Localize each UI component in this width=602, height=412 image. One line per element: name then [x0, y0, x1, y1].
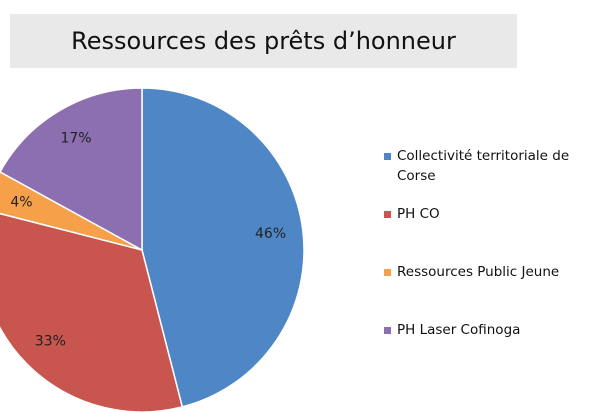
legend-item: Ressources Public Jeune: [384, 262, 599, 282]
legend-label: Ressources Public Jeune: [397, 264, 560, 280]
legend-label: Collectivité territoriale de Corse: [397, 148, 570, 184]
legend-swatch: [384, 153, 391, 160]
legend-swatch: [384, 269, 391, 276]
legend-swatch: [384, 327, 391, 334]
data-label: 4%: [10, 194, 32, 210]
legend-item: Collectivité territoriale de Corse: [384, 146, 599, 186]
data-label: 17%: [60, 130, 91, 146]
pie-slice: [0, 87, 143, 252]
legend-label: PH CO: [397, 206, 440, 222]
data-label: 46%: [255, 226, 286, 242]
legend-item: PH CO: [384, 204, 599, 224]
data-label: 33%: [35, 334, 66, 350]
chart-title: Ressources des prêts d’honneur: [10, 14, 517, 68]
legend-swatch: [384, 211, 391, 218]
legend-item: PH Laser Cofinoga: [384, 320, 599, 340]
legend-label: PH Laser Cofinoga: [397, 322, 521, 338]
pie-slice: [141, 87, 305, 408]
